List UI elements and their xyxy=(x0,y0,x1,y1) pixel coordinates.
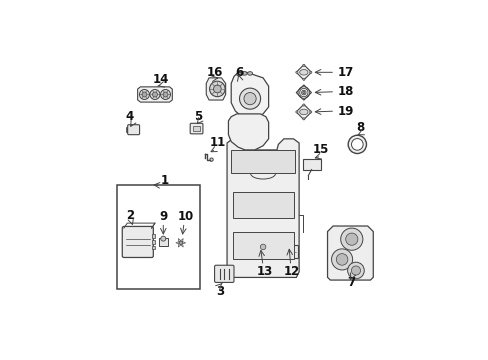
Polygon shape xyxy=(296,85,311,100)
Circle shape xyxy=(347,135,366,153)
Circle shape xyxy=(309,71,311,73)
Circle shape xyxy=(209,158,213,161)
Text: 11: 11 xyxy=(209,136,225,149)
Circle shape xyxy=(336,254,347,265)
Circle shape xyxy=(142,92,146,97)
Polygon shape xyxy=(296,65,311,80)
Circle shape xyxy=(302,118,305,120)
Text: 15: 15 xyxy=(312,143,329,157)
Circle shape xyxy=(163,92,168,97)
Text: 8: 8 xyxy=(355,121,364,134)
Bar xyxy=(279,246,297,258)
Polygon shape xyxy=(327,226,372,280)
Text: 18: 18 xyxy=(337,85,354,98)
Circle shape xyxy=(160,90,170,99)
Text: 19: 19 xyxy=(337,105,354,118)
Bar xyxy=(302,159,320,170)
Text: 1: 1 xyxy=(160,174,168,187)
Ellipse shape xyxy=(242,72,246,75)
FancyBboxPatch shape xyxy=(122,226,153,257)
Polygon shape xyxy=(181,242,185,244)
Circle shape xyxy=(295,111,297,113)
Circle shape xyxy=(260,244,265,250)
Circle shape xyxy=(351,139,363,150)
Text: 13: 13 xyxy=(256,265,272,278)
Ellipse shape xyxy=(236,72,241,76)
Polygon shape xyxy=(296,104,311,120)
Bar xyxy=(231,150,294,174)
Circle shape xyxy=(213,85,221,93)
Ellipse shape xyxy=(247,72,252,75)
Text: 5: 5 xyxy=(193,110,202,123)
Circle shape xyxy=(209,81,224,97)
Text: 4: 4 xyxy=(125,110,134,123)
Circle shape xyxy=(309,111,311,113)
FancyBboxPatch shape xyxy=(214,265,233,283)
Circle shape xyxy=(345,233,357,245)
Bar xyxy=(159,238,167,246)
Text: 14: 14 xyxy=(152,73,168,86)
Text: 9: 9 xyxy=(159,210,167,223)
Bar xyxy=(151,240,155,244)
Bar xyxy=(192,126,200,131)
Bar xyxy=(232,232,293,260)
Circle shape xyxy=(302,104,305,106)
Circle shape xyxy=(161,236,165,241)
Polygon shape xyxy=(175,242,181,244)
Ellipse shape xyxy=(299,69,307,75)
Text: 3: 3 xyxy=(216,285,224,298)
Polygon shape xyxy=(181,243,183,247)
Circle shape xyxy=(179,241,182,244)
Text: 10: 10 xyxy=(177,210,193,223)
Ellipse shape xyxy=(299,109,307,115)
Circle shape xyxy=(351,266,360,275)
Bar xyxy=(117,185,200,288)
Text: 6: 6 xyxy=(235,66,243,79)
Text: 2: 2 xyxy=(126,208,134,221)
Circle shape xyxy=(302,64,305,67)
Polygon shape xyxy=(231,72,268,118)
Circle shape xyxy=(302,78,305,80)
Polygon shape xyxy=(206,78,225,100)
Bar xyxy=(151,246,155,249)
Circle shape xyxy=(302,91,305,94)
Circle shape xyxy=(139,90,149,99)
Polygon shape xyxy=(178,238,181,243)
Circle shape xyxy=(331,249,352,270)
Circle shape xyxy=(295,71,297,73)
Polygon shape xyxy=(226,139,299,278)
FancyBboxPatch shape xyxy=(190,123,203,134)
Text: 17: 17 xyxy=(337,66,353,79)
Polygon shape xyxy=(181,238,183,243)
Text: 12: 12 xyxy=(284,265,300,278)
Circle shape xyxy=(239,88,260,109)
Circle shape xyxy=(340,228,362,250)
Circle shape xyxy=(150,90,160,99)
Bar xyxy=(151,234,155,238)
Text: 7: 7 xyxy=(347,276,355,289)
Circle shape xyxy=(152,92,157,97)
FancyBboxPatch shape xyxy=(127,125,139,135)
Text: 16: 16 xyxy=(206,66,223,79)
Circle shape xyxy=(347,262,364,279)
Polygon shape xyxy=(228,114,268,150)
Circle shape xyxy=(244,93,256,105)
Polygon shape xyxy=(178,243,181,247)
Bar xyxy=(232,192,293,218)
Bar xyxy=(257,253,263,258)
Polygon shape xyxy=(138,87,172,102)
